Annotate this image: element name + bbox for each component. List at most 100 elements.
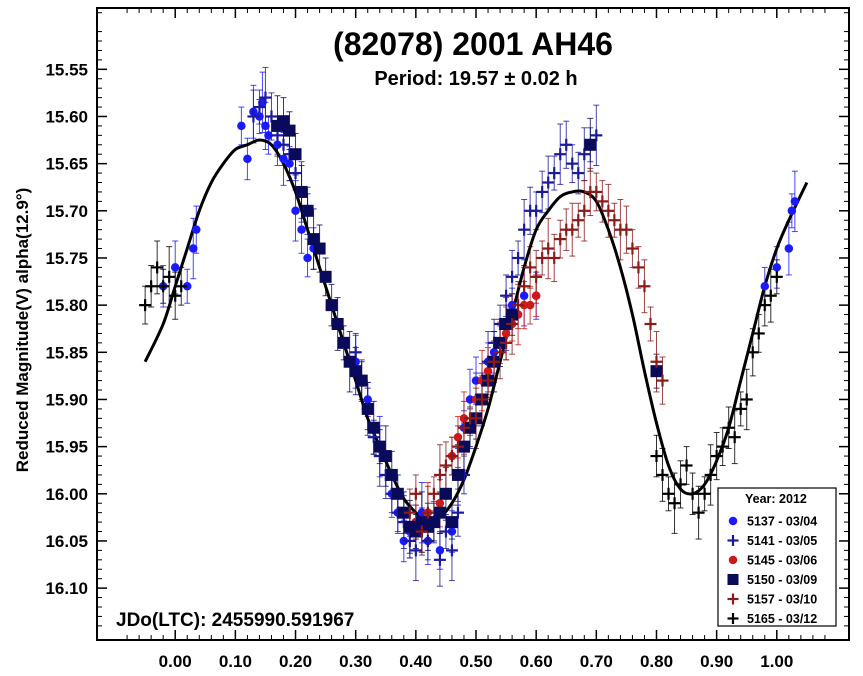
- data-point: [536, 185, 549, 198]
- data-point: [435, 546, 445, 555]
- x-tick-label: 0.80: [640, 652, 673, 671]
- data-point: [363, 395, 372, 404]
- data-point: [283, 124, 296, 137]
- series-4: [271, 115, 663, 538]
- data-point: [457, 421, 470, 434]
- data-point: [500, 289, 513, 302]
- data-point: [289, 148, 302, 161]
- data-point: [391, 487, 404, 500]
- data-point: [752, 327, 765, 340]
- data-point: [489, 348, 499, 357]
- x-tick-label: 0.60: [520, 652, 553, 671]
- data-point: [644, 318, 657, 330]
- data-point: [542, 176, 555, 189]
- fit-curve-line: [143, 138, 809, 524]
- data-point: [602, 204, 615, 217]
- data-point: [301, 204, 314, 217]
- data-point: [331, 318, 344, 330]
- legend-marker: [727, 613, 739, 624]
- data-point: [668, 497, 681, 510]
- data-point: [686, 487, 699, 500]
- data-point: [421, 506, 434, 519]
- y-tick-label: 15.70: [45, 202, 88, 221]
- x-tick-label: 0.10: [219, 652, 252, 671]
- data-point: [379, 450, 392, 463]
- data-point: [494, 336, 507, 349]
- data-point: [355, 374, 368, 387]
- data-point: [439, 525, 452, 538]
- data-point: [471, 376, 481, 385]
- data-point: [157, 280, 170, 293]
- data-point: [451, 440, 464, 453]
- y-tick-label: 15.65: [45, 155, 88, 174]
- data-point: [255, 112, 264, 121]
- data-point: [716, 440, 729, 453]
- data-point: [182, 282, 192, 291]
- data-point: [421, 534, 434, 547]
- data-point: [524, 261, 537, 274]
- data-point: [758, 299, 771, 312]
- data-point: [435, 498, 445, 508]
- data-point: [722, 421, 735, 434]
- y-tick-label: 15.55: [45, 60, 88, 79]
- data-point: [237, 121, 246, 131]
- chart-title: (82078) 2001 AH46: [333, 26, 613, 62]
- legend: Year: 2012 5137 - 03/04 5141 - 03/05 5145 …: [717, 487, 837, 627]
- data-point: [650, 450, 663, 463]
- data-point: [259, 91, 272, 104]
- data-point: [680, 459, 693, 472]
- data-point: [662, 487, 675, 500]
- x-tick-labels: 0.00 0.10 0.20 0.30 0.40 0.50 0.60 0.70 0.80 0.90…: [159, 652, 794, 671]
- data-point: [277, 115, 290, 128]
- data-point: [560, 138, 573, 151]
- data-point: [445, 544, 458, 557]
- data-point: [409, 525, 422, 538]
- data-point: [175, 280, 188, 293]
- data-point: [409, 487, 422, 500]
- data-point: [163, 270, 176, 283]
- data-point: [415, 525, 428, 538]
- data-point: [764, 289, 777, 302]
- data-point: [572, 167, 585, 180]
- y-tick-labels: 15.55 15.60 15.65 15.70 15.75 15.80 15.85 15.90…: [45, 60, 88, 598]
- data-point: [572, 214, 585, 227]
- data-point: [349, 346, 362, 359]
- data-point: [192, 225, 201, 234]
- x-tick-label: 0.00: [159, 652, 192, 671]
- data-point: [512, 299, 525, 312]
- data-point: [439, 487, 452, 500]
- data-point: [519, 291, 529, 300]
- data-point: [650, 355, 663, 368]
- series-5: [403, 185, 669, 538]
- data-point: [620, 223, 633, 236]
- data-point: [734, 402, 747, 415]
- data-point: [451, 468, 464, 481]
- data-point: [470, 412, 483, 425]
- data-point: [451, 506, 464, 519]
- data-point: [536, 251, 549, 264]
- data-point: [361, 402, 374, 415]
- data-point: [578, 204, 591, 217]
- data-point: [790, 197, 800, 206]
- y-tick-label: 15.90: [45, 390, 88, 409]
- legend-label: 5141 - 03/05: [747, 534, 817, 548]
- data-point: [728, 431, 741, 444]
- data-point: [488, 355, 501, 368]
- y-tick-label: 15.95: [45, 438, 88, 457]
- data-point: [772, 263, 782, 272]
- y-tick-label: 15.85: [45, 343, 88, 362]
- data-point: [548, 251, 561, 264]
- series-6: [139, 261, 783, 519]
- data-point: [367, 421, 380, 434]
- data-point: [373, 440, 386, 453]
- data-point: [397, 506, 410, 519]
- data-point: [445, 516, 458, 529]
- data-point: [457, 440, 470, 453]
- legend-marker: [727, 574, 739, 585]
- data-point: [566, 223, 579, 236]
- data-point: [548, 167, 561, 180]
- data-point: [476, 393, 489, 406]
- data-point: [584, 138, 597, 151]
- series-2: [247, 91, 603, 566]
- data-point: [554, 233, 567, 246]
